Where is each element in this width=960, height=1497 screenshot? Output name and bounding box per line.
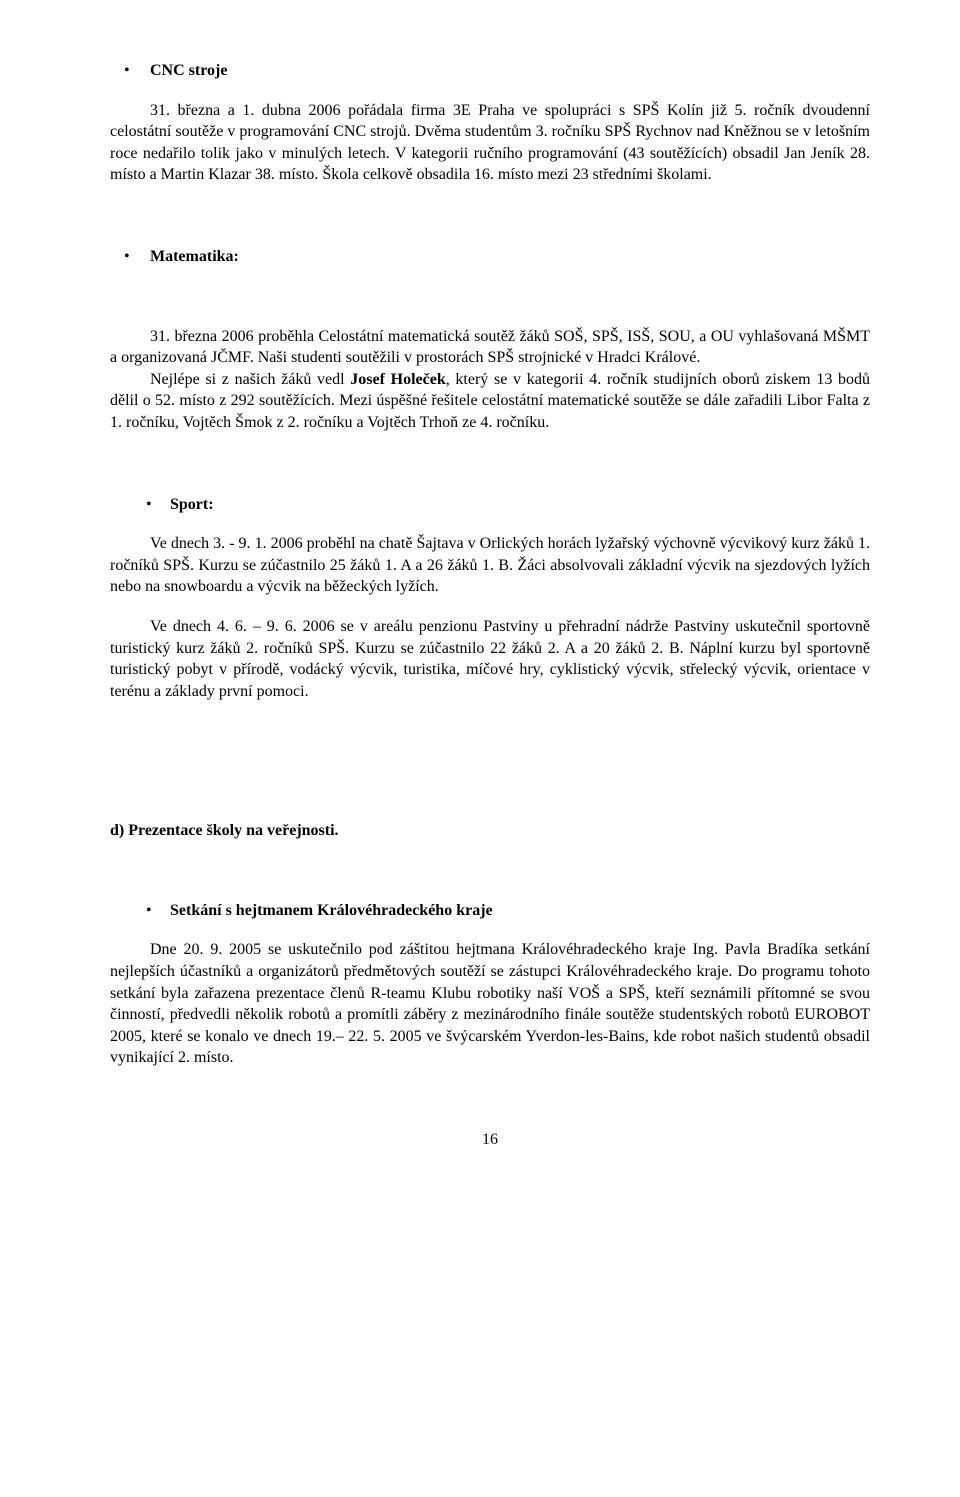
para-cnc: 31. března a 1. dubna 2006 pořádala firm… (110, 100, 870, 186)
heading-math: Matematika: (150, 246, 870, 268)
page-number: 16 (110, 1129, 870, 1151)
para-sport-1: Ve dnech 3. - 9. 1. 2006 proběhl na chat… (110, 533, 870, 598)
heading-sport: Sport: (170, 494, 870, 516)
para-math-1: 31. března 2006 proběhla Celostátní mate… (110, 326, 870, 369)
para-hejtman: Dne 20. 9. 2005 se uskutečnilo pod zášti… (110, 939, 870, 1069)
para-math-2-bold: Josef Holeček (350, 371, 445, 388)
para-sport-2: Ve dnech 4. 6. – 9. 6. 2006 se v areálu … (110, 616, 870, 702)
section-d: d) Prezentace školy na veřejnosti. (110, 820, 870, 842)
para-math-2: Nejlépe si z našich žáků vedl Josef Hole… (110, 369, 870, 434)
heading-cnc: CNC stroje (150, 60, 870, 82)
heading-hejtman: Setkání s hejtmanem Královéhradeckého kr… (170, 900, 870, 922)
para-math-2a: Nejlépe si z našich žáků vedl (150, 371, 350, 388)
